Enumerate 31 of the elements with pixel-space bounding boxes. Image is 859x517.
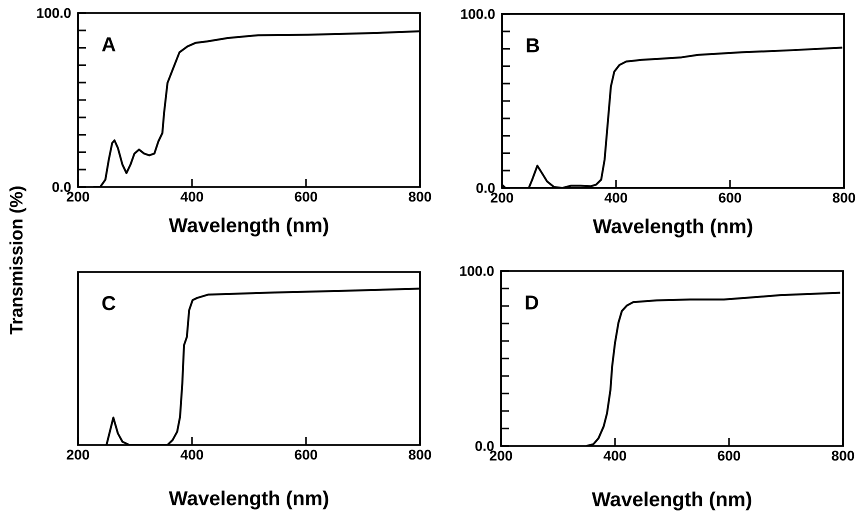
x-axis-title: Wavelength (nm): [592, 218, 752, 238]
x-tick-label: 200: [66, 450, 90, 460]
x-tick-label: 800: [832, 192, 856, 203]
y-tick-label: 100.0: [461, 9, 495, 19]
text: D: [526, 296, 538, 310]
x-tick-label: 800: [832, 450, 854, 461]
x-tick-label: 200: [490, 192, 514, 203]
x-tick-label: 400: [180, 192, 204, 202]
chart-title: C: [102, 296, 116, 310]
x-tick-label: 200: [490, 450, 512, 461]
x-tick-label: 800: [408, 192, 432, 202]
x-tick-label: 800: [408, 450, 432, 460]
y-tick-label: 100.0: [37, 8, 71, 18]
x-axis-title: Wavelength (nm): [168, 490, 328, 510]
text: A: [102, 37, 116, 52]
x-tick-label: 600: [294, 450, 318, 460]
x-axis-title: Wavelength (nm): [592, 492, 752, 510]
y-tick-label: 0.0: [476, 183, 495, 193]
y-axis-title: Transmission (%): [9, 186, 26, 334]
x-tick-label: 600: [718, 192, 742, 203]
x-tick-label: 400: [604, 450, 626, 461]
y-tick-label: 0.0: [475, 441, 494, 451]
x-tick-label: 400: [604, 192, 628, 203]
text: B: [526, 38, 540, 52]
x-tick-label: 600: [718, 450, 740, 461]
y-tick-label: 0.0: [52, 182, 71, 192]
y-tick-label: 100.0: [460, 266, 494, 276]
x-axis-title: Wavelength (nm): [168, 218, 328, 236]
x-tick-label: 400: [180, 450, 204, 460]
x-tick-label: 600: [294, 192, 318, 202]
x-tick-label: 200: [66, 192, 90, 202]
